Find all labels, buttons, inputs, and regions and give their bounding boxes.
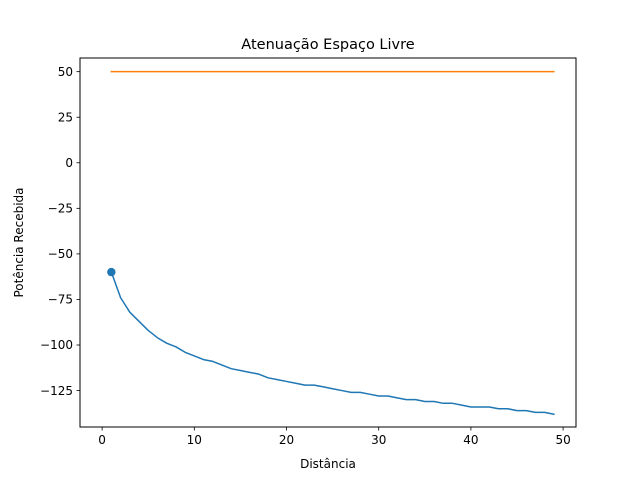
x-axis-ticks: 0 10 20 30 40 50 — [98, 427, 571, 447]
y-tick-label: −25 — [48, 202, 73, 216]
y-tick-label: 25 — [58, 110, 73, 124]
y-axis-ticks: 50 25 0 −25 −50 −75 −100 −125 — [40, 65, 80, 398]
y-axis-label: Potência Recebida — [12, 187, 26, 297]
x-tick-label: 50 — [555, 433, 570, 447]
x-tick-label: 40 — [463, 433, 478, 447]
x-axis-label: Distância — [300, 457, 356, 471]
chart-title: Atenuação Espaço Livre — [241, 37, 414, 53]
plot-layer — [107, 70, 555, 416]
y-tick-label: −75 — [48, 293, 73, 307]
y-tick-label: −100 — [40, 338, 73, 352]
y-tick-label: 0 — [65, 156, 73, 170]
series-1-line — [110, 271, 555, 416]
y-tick-label: −125 — [40, 384, 73, 398]
x-tick-label: 10 — [187, 433, 202, 447]
y-tick-label: −50 — [48, 247, 73, 261]
x-tick-label: 0 — [98, 433, 106, 447]
x-tick-label: 30 — [371, 433, 386, 447]
x-tick-label: 20 — [279, 433, 294, 447]
plot-frame — [79, 57, 577, 428]
series-1-start-marker — [107, 267, 116, 277]
y-tick-label: 50 — [58, 65, 73, 79]
